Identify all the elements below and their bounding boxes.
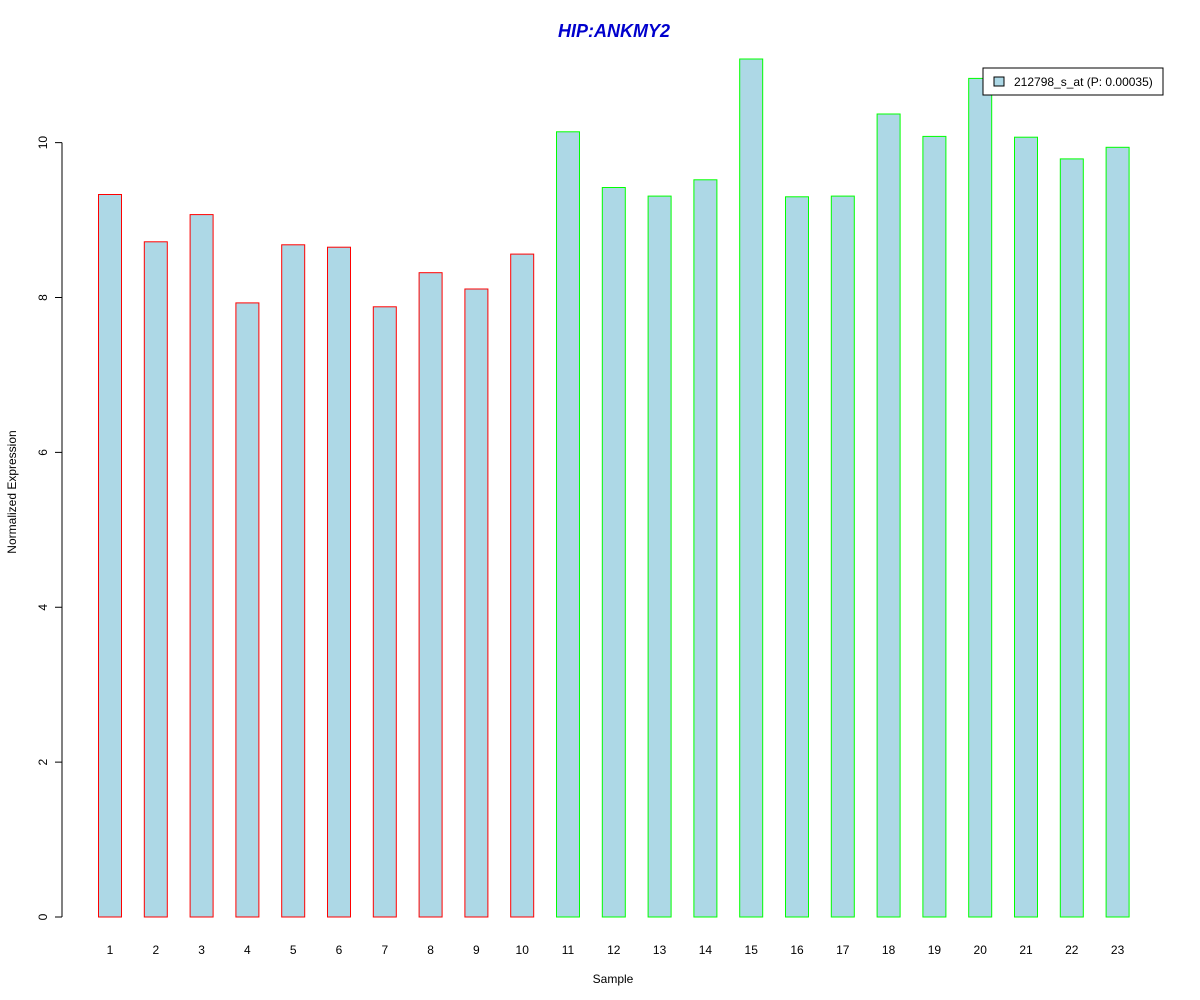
bar-sample-8 bbox=[418, 272, 443, 918]
x-tick-label: 11 bbox=[562, 943, 575, 957]
y-axis-title: Normalized Expression bbox=[5, 430, 19, 553]
y-tick-label: 0 bbox=[36, 913, 50, 920]
x-tick-label: 14 bbox=[699, 943, 713, 957]
bar-sample-10 bbox=[510, 253, 535, 918]
x-tick-label: 8 bbox=[427, 943, 434, 957]
bar-sample-20 bbox=[968, 77, 993, 918]
x-tick-label: 2 bbox=[152, 943, 159, 957]
x-tick-label: 12 bbox=[607, 943, 621, 957]
legend-label: 212798_s_at (P: 0.00035) bbox=[1014, 75, 1153, 89]
bar-sample-7 bbox=[372, 306, 397, 918]
bar-sample-23 bbox=[1105, 146, 1130, 918]
bar-sample-13 bbox=[647, 195, 672, 918]
legend-swatch bbox=[993, 76, 1005, 87]
x-tick-label: 16 bbox=[790, 943, 804, 957]
x-tick-label: 18 bbox=[882, 943, 896, 957]
bar-sample-17 bbox=[830, 195, 855, 918]
x-tick-label: 21 bbox=[1019, 943, 1033, 957]
x-tick-label: 3 bbox=[198, 943, 205, 957]
bar-sample-19 bbox=[922, 135, 947, 918]
y-tick-label: 8 bbox=[36, 294, 50, 301]
x-tick-label: 20 bbox=[974, 943, 988, 957]
x-tick-label: 23 bbox=[1111, 943, 1125, 957]
y-tick-label: 10 bbox=[36, 136, 50, 150]
x-tick-label: 1 bbox=[107, 943, 114, 957]
bar-sample-5 bbox=[281, 244, 306, 918]
x-tick-label: 19 bbox=[928, 943, 942, 957]
x-tick-label: 7 bbox=[381, 943, 388, 957]
x-tick-label: 5 bbox=[290, 943, 297, 957]
bars bbox=[98, 58, 1130, 918]
x-tick-label: 17 bbox=[836, 943, 850, 957]
bar-sample-18 bbox=[876, 113, 901, 918]
bar-sample-1 bbox=[98, 194, 122, 918]
x-tick-labels: 1 2 3 4 5 6 7 8 9 10 11 12 13 14 15 16 17 18 19 20 21 22 23 bbox=[107, 943, 1125, 957]
bar-sample-11 bbox=[556, 131, 580, 918]
x-tick-label: 10 bbox=[516, 943, 530, 957]
x-tick-label: 9 bbox=[473, 943, 480, 957]
bar-sample-15 bbox=[739, 58, 764, 918]
x-tick-label: 15 bbox=[745, 943, 759, 957]
y-axis: 0 2 4 6 8 10 bbox=[36, 136, 63, 920]
bar-sample-9 bbox=[464, 288, 489, 918]
bar-sample-4 bbox=[235, 302, 260, 918]
y-tick-label: 2 bbox=[36, 758, 50, 765]
bar-sample-14 bbox=[693, 179, 718, 918]
x-tick-label: 22 bbox=[1065, 943, 1079, 957]
bar-sample-3 bbox=[189, 214, 214, 918]
y-tick-label: 4 bbox=[36, 604, 50, 611]
bar-sample-6 bbox=[327, 246, 351, 918]
x-axis-title: Sample bbox=[593, 972, 634, 986]
bar-sample-16 bbox=[785, 196, 809, 918]
bar-sample-22 bbox=[1059, 158, 1084, 918]
x-tick-label: 6 bbox=[336, 943, 343, 957]
chart-title: HIP:ANKMY2 bbox=[558, 21, 670, 41]
bar-sample-2 bbox=[143, 241, 168, 918]
x-tick-label: 13 bbox=[653, 943, 667, 957]
bar-sample-12 bbox=[601, 187, 626, 918]
legend: 212798_s_at (P: 0.00035) bbox=[982, 67, 1164, 96]
bar-sample-21 bbox=[1014, 136, 1038, 918]
y-tick-label: 6 bbox=[36, 449, 50, 456]
x-tick-label: 4 bbox=[244, 943, 251, 957]
legend-box bbox=[982, 67, 1164, 96]
